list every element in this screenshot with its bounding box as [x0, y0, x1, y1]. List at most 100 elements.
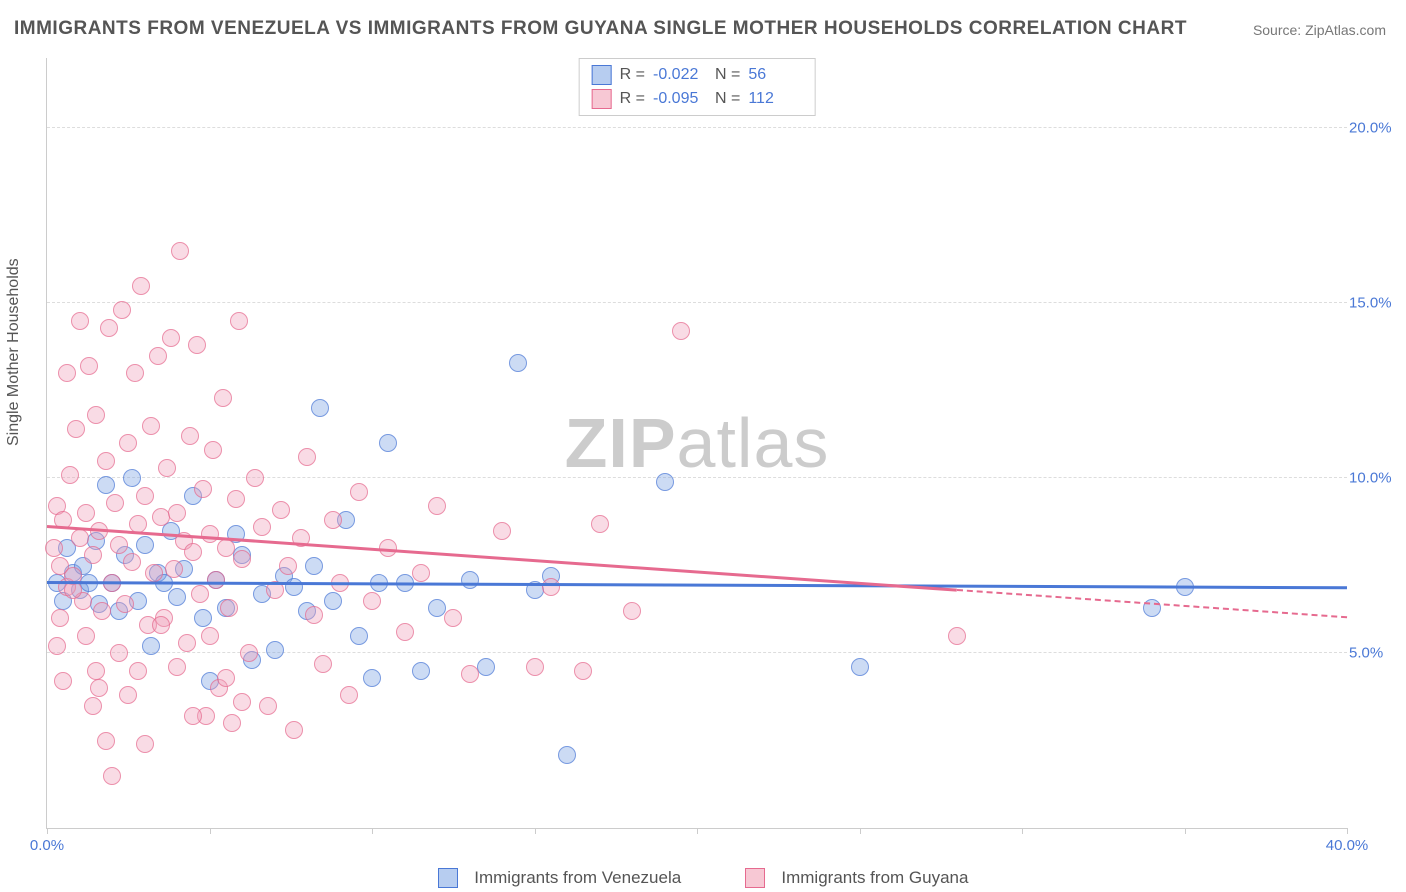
data-point — [142, 637, 160, 655]
data-point — [526, 658, 544, 676]
data-point — [71, 312, 89, 330]
data-point — [428, 497, 446, 515]
data-point — [97, 476, 115, 494]
x-tick-mark — [47, 828, 48, 834]
stat-R-value-guyana: -0.095 — [653, 90, 707, 108]
data-point — [477, 658, 495, 676]
data-point — [230, 312, 248, 330]
gridline-h — [47, 127, 1347, 128]
source-attribution: Source: ZipAtlas.com — [1253, 22, 1386, 38]
data-point — [110, 644, 128, 662]
data-point — [851, 658, 869, 676]
stat-N-value-guyana: 112 — [748, 90, 802, 108]
data-point — [363, 592, 381, 610]
data-point — [106, 494, 124, 512]
data-point — [279, 557, 297, 575]
gridline-h — [47, 477, 1347, 478]
data-point — [246, 469, 264, 487]
y-tick-label: 10.0% — [1349, 470, 1399, 487]
y-tick-label: 5.0% — [1349, 645, 1399, 662]
stat-N-label: N = — [715, 66, 740, 84]
data-point — [162, 329, 180, 347]
data-point — [97, 452, 115, 470]
data-point — [259, 697, 277, 715]
x-tick-mark — [1022, 828, 1023, 834]
y-axis-label: Single Mother Households — [5, 258, 23, 446]
data-point — [129, 515, 147, 533]
legend-bottom: Immigrants from Venezuela Immigrants fro… — [0, 867, 1406, 888]
data-point — [1143, 599, 1161, 617]
data-point — [298, 448, 316, 466]
data-point — [350, 627, 368, 645]
legend-swatch-pink-icon — [745, 868, 765, 888]
data-point — [350, 483, 368, 501]
data-point — [207, 571, 225, 589]
data-point — [51, 609, 69, 627]
x-tick-mark — [1347, 828, 1348, 834]
data-point — [171, 242, 189, 260]
watermark: ZIPatlas — [565, 403, 830, 483]
data-point — [136, 536, 154, 554]
data-point — [64, 581, 82, 599]
x-tick-label: 0.0% — [30, 837, 64, 854]
data-point — [178, 634, 196, 652]
data-point — [191, 585, 209, 603]
data-point — [672, 322, 690, 340]
stat-N-value-venezuela: 56 — [748, 66, 802, 84]
data-point — [214, 389, 232, 407]
data-point — [253, 518, 271, 536]
data-point — [97, 732, 115, 750]
data-point — [305, 557, 323, 575]
y-tick-label: 15.0% — [1349, 295, 1399, 312]
chart-title: IMMIGRANTS FROM VENEZUELA VS IMMIGRANTS … — [14, 18, 1187, 40]
data-point — [93, 602, 111, 620]
x-tick-mark — [372, 828, 373, 834]
x-tick-mark — [697, 828, 698, 834]
data-point — [54, 672, 72, 690]
stat-R-value-venezuela: -0.022 — [653, 66, 707, 84]
data-point — [542, 578, 560, 596]
data-point — [201, 627, 219, 645]
data-point — [194, 480, 212, 498]
data-point — [396, 623, 414, 641]
data-point — [87, 406, 105, 424]
data-point — [116, 595, 134, 613]
scatter-plot: ZIPatlas R = -0.022 N = 56 R = -0.095 N … — [46, 58, 1347, 829]
data-point — [48, 637, 66, 655]
data-point — [77, 627, 95, 645]
data-point — [340, 686, 358, 704]
data-point — [168, 588, 186, 606]
data-point — [87, 662, 105, 680]
data-point — [158, 459, 176, 477]
data-point — [623, 602, 641, 620]
data-point — [110, 536, 128, 554]
data-point — [77, 504, 95, 522]
data-point — [305, 606, 323, 624]
data-point — [165, 560, 183, 578]
data-point — [103, 767, 121, 785]
data-point — [558, 746, 576, 764]
data-point — [217, 539, 235, 557]
x-tick-mark — [210, 828, 211, 834]
data-point — [412, 564, 430, 582]
data-point — [136, 487, 154, 505]
data-point — [379, 434, 397, 452]
data-point — [84, 546, 102, 564]
data-point — [67, 420, 85, 438]
x-tick-mark — [860, 828, 861, 834]
data-point — [100, 319, 118, 337]
data-point — [363, 669, 381, 687]
data-point — [126, 364, 144, 382]
data-point — [119, 434, 137, 452]
data-point — [201, 525, 219, 543]
data-point — [314, 655, 332, 673]
data-point — [324, 511, 342, 529]
data-point — [152, 508, 170, 526]
legend-label-guyana: Immigrants from Guyana — [781, 868, 968, 887]
stats-row-guyana: R = -0.095 N = 112 — [592, 87, 803, 111]
data-point — [591, 515, 609, 533]
data-point — [285, 578, 303, 596]
x-tick-label: 40.0% — [1326, 837, 1369, 854]
data-point — [217, 669, 235, 687]
data-point — [145, 564, 163, 582]
